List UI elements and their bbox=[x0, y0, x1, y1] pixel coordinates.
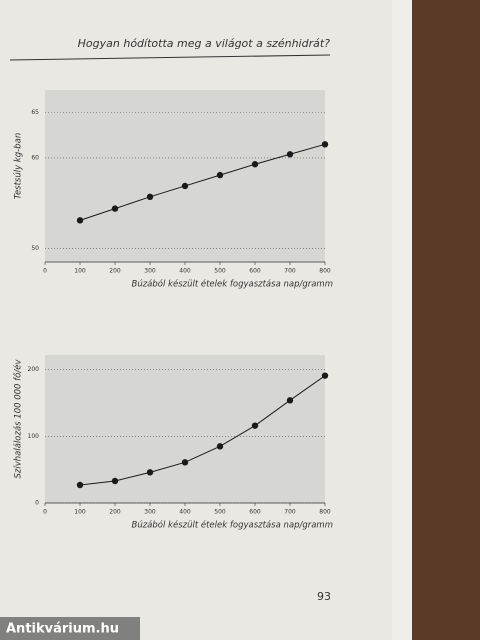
data-point bbox=[111, 205, 119, 212]
x-tick-label: 400 bbox=[179, 268, 191, 275]
y-tick-label: 200 bbox=[28, 366, 40, 373]
data-point bbox=[286, 151, 294, 158]
data-point bbox=[251, 161, 259, 168]
x-tick-label: 100 bbox=[74, 509, 86, 516]
data-point bbox=[251, 422, 259, 429]
data-point bbox=[181, 459, 189, 466]
running-header: Hogyan hódította meg a világot a szénhid… bbox=[78, 37, 331, 50]
x-tick-label: 200 bbox=[109, 268, 121, 275]
watermark: Antikvárium.hu bbox=[6, 622, 119, 637]
watermark-bg bbox=[0, 617, 140, 640]
x-tick-label: 400 bbox=[179, 509, 191, 516]
x-tick-label: 500 bbox=[214, 268, 226, 275]
data-point bbox=[286, 397, 294, 404]
data-point bbox=[111, 477, 119, 485]
x-tick-label: 600 bbox=[249, 268, 261, 275]
y-tick-label: 100 bbox=[28, 433, 40, 440]
data-point bbox=[216, 171, 224, 179]
x-tick-label: 0 bbox=[43, 268, 47, 275]
data-point bbox=[181, 182, 189, 190]
y-tick-label: 0 bbox=[35, 500, 39, 507]
x-tick-label: 100 bbox=[74, 268, 86, 275]
x-tick-label: 700 bbox=[284, 509, 296, 516]
x-tick-label: 800 bbox=[319, 509, 331, 516]
x-tick-label: 300 bbox=[144, 509, 156, 516]
data-point bbox=[146, 469, 154, 476]
x-tick-label: 300 bbox=[144, 268, 156, 275]
data-point bbox=[321, 141, 329, 148]
x-axis-label: Búzából készült ételek fogyasztása nap/g… bbox=[132, 279, 334, 290]
data-point bbox=[216, 443, 224, 450]
y-tick-label: 65 bbox=[31, 109, 39, 116]
data-point bbox=[146, 193, 154, 201]
y-axis-label: Testsúly kg-ban bbox=[14, 133, 24, 199]
page-number: 93 bbox=[317, 590, 331, 603]
data-point bbox=[76, 481, 84, 489]
y-tick-label: 50 bbox=[31, 245, 39, 252]
plot-area bbox=[45, 355, 325, 503]
data-line bbox=[79, 375, 326, 486]
x-tick-label: 700 bbox=[284, 268, 296, 275]
data-line bbox=[79, 143, 326, 221]
x-tick-label: 600 bbox=[249, 509, 261, 516]
plot-area bbox=[45, 90, 325, 262]
x-tick-label: 200 bbox=[109, 509, 121, 516]
x-tick-label: 500 bbox=[214, 509, 226, 516]
header-rule bbox=[9, 54, 331, 61]
x-axis-label: Búzából készült ételek fogyasztása nap/g… bbox=[132, 520, 334, 531]
x-tick-label: 0 bbox=[43, 509, 47, 516]
data-point bbox=[321, 372, 329, 379]
data-point bbox=[76, 217, 84, 224]
x-tick-label: 800 bbox=[319, 268, 331, 275]
y-tick-label: 60 bbox=[31, 154, 39, 161]
y-axis-label: Szívhalálozás 100 000 fő/év bbox=[13, 359, 24, 479]
